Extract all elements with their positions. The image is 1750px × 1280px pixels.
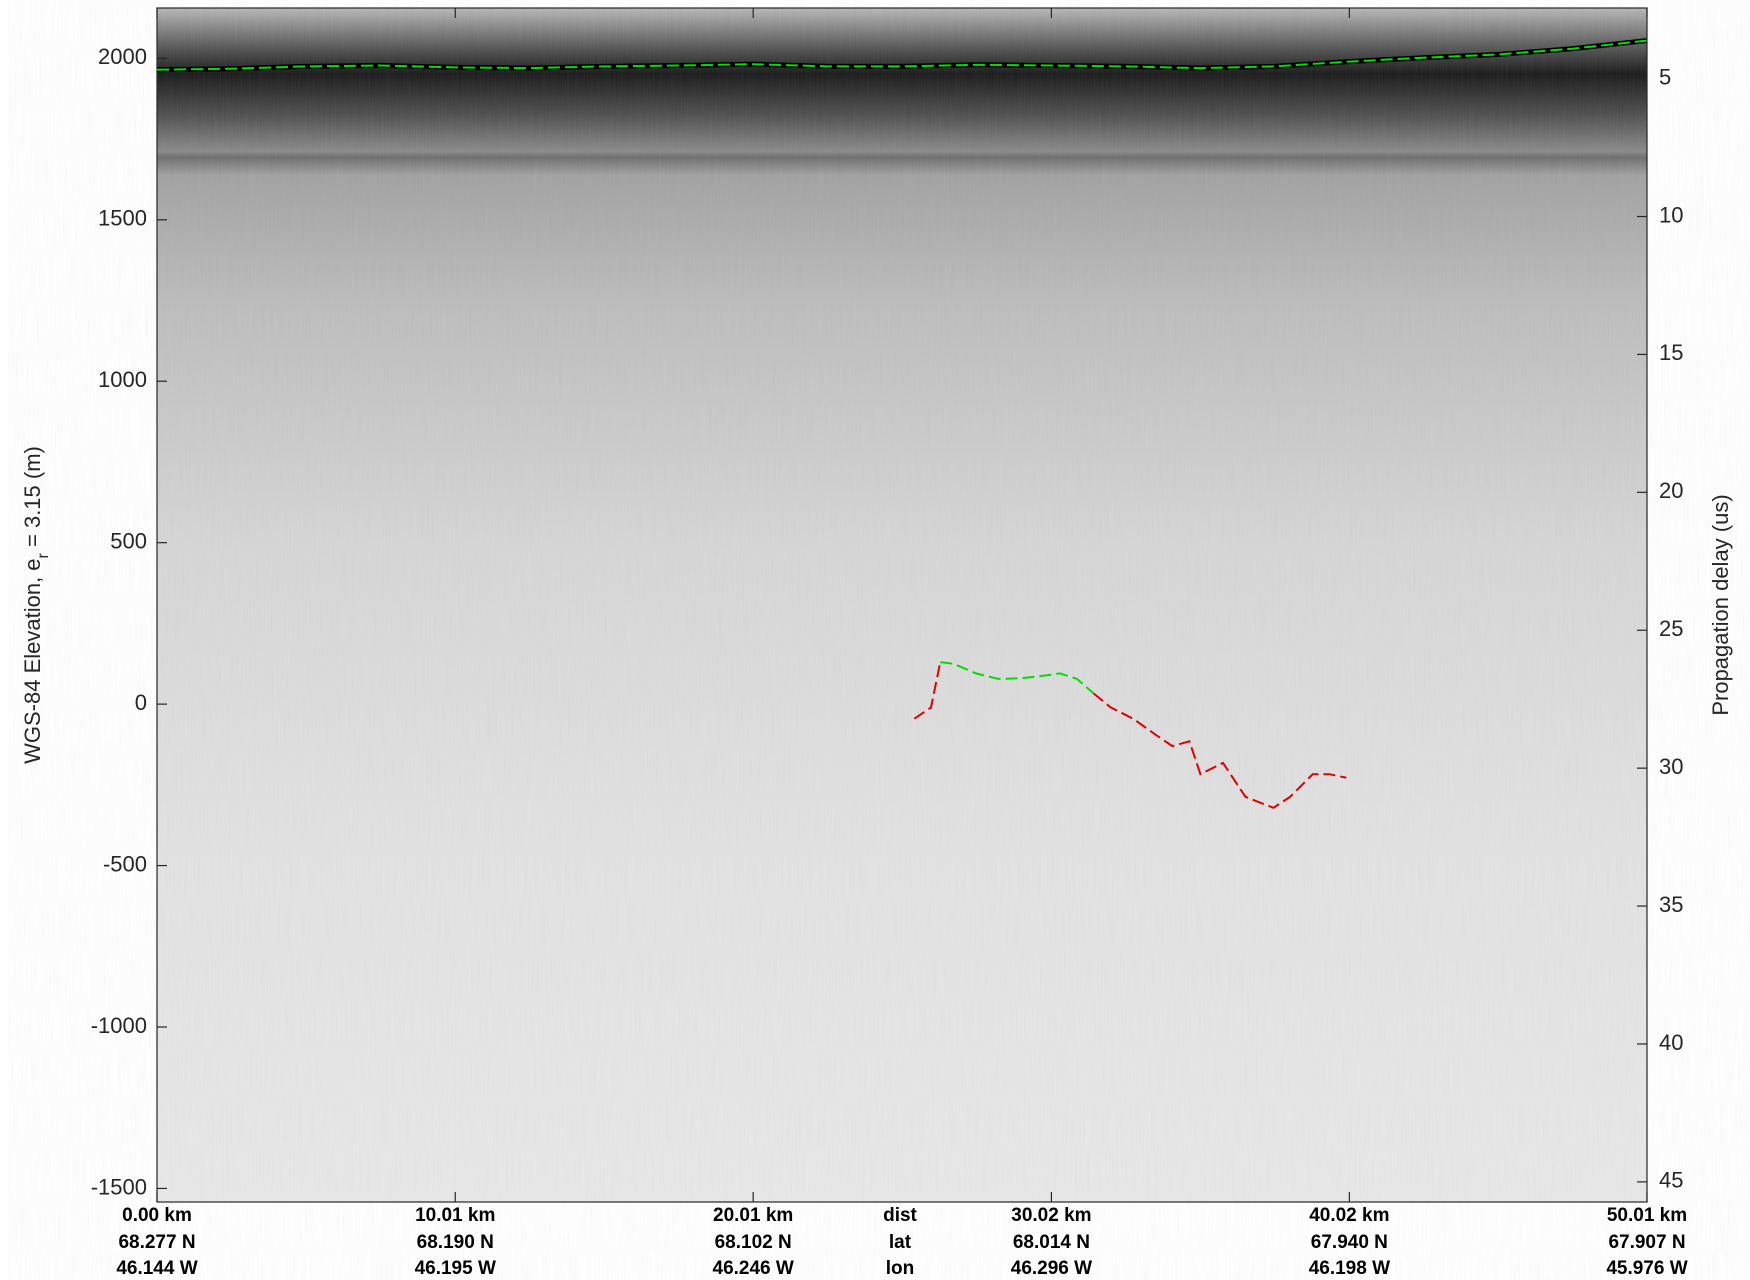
lon-label: 46.246 W	[713, 1258, 794, 1279]
line	[940, 661, 1095, 695]
lon-label: 46.144 W	[116, 1258, 197, 1279]
lon-label: 46.195 W	[415, 1258, 496, 1279]
y-tick-label: 1000	[98, 367, 147, 392]
y-tick-label: 2000	[98, 44, 147, 69]
y2-tick-label: 40	[1659, 1030, 1683, 1055]
y-tick-label: 0	[135, 690, 147, 715]
line	[1093, 692, 1347, 809]
lat-label: 67.940 N	[1311, 1232, 1388, 1253]
row-label: lon	[886, 1258, 915, 1279]
y-label-main: WGS-84 Elevation, e	[20, 558, 45, 763]
y2-tick-label: 35	[1659, 892, 1683, 917]
lon-label: 46.198 W	[1309, 1258, 1390, 1279]
y-label-subscript: r	[35, 552, 52, 558]
y2-tick-label: 20	[1659, 478, 1683, 503]
y2-tick-label: 15	[1659, 340, 1683, 365]
y2-axis-label: Propagation delay (us)	[1708, 494, 1733, 715]
x-tick-label: 0.00 km	[122, 1205, 192, 1226]
y2-tick-label: 30	[1659, 754, 1683, 779]
plot-frame	[156, 7, 1648, 1203]
y-tick-label: 1500	[98, 206, 147, 231]
lon-label: 46.296 W	[1011, 1258, 1092, 1279]
lat-label: 68.014 N	[1013, 1232, 1090, 1253]
y2-tick-label: 45	[1659, 1168, 1683, 1193]
y2-tick-label: 10	[1659, 202, 1683, 227]
x-tick-label: 50.01 km	[1607, 1205, 1687, 1226]
lon-label: 45.976 W	[1606, 1258, 1687, 1279]
marks	[156, 38, 1647, 809]
y-tick-label: -500	[103, 851, 147, 876]
y-tick-label: -1000	[91, 1013, 147, 1038]
line	[913, 661, 942, 720]
row-label: lat	[889, 1232, 912, 1253]
x-tick-label: 20.01 km	[713, 1205, 793, 1226]
line	[156, 39, 1647, 71]
lat-label: 68.102 N	[715, 1232, 792, 1253]
lat-label: 68.277 N	[118, 1232, 195, 1253]
y-tick-label: -1500	[91, 1174, 147, 1199]
x-tick-label: 10.01 km	[415, 1205, 495, 1226]
x-tick-label: 40.02 km	[1309, 1205, 1389, 1226]
y-label-rest: = 3.15 (m)	[20, 446, 45, 553]
y-tick-label: 500	[110, 528, 147, 553]
lat-label: 68.190 N	[417, 1232, 494, 1253]
row-label: dist	[883, 1205, 917, 1226]
x-tick-label: 30.02 km	[1011, 1205, 1091, 1226]
y2-tick-label: 5	[1659, 64, 1671, 89]
lat-label: 67.907 N	[1608, 1232, 1685, 1253]
y-axis-label: WGS-84 Elevation, er = 3.15 (m)	[20, 446, 52, 764]
echogram-texture	[157, 8, 1647, 1202]
y2-tick-label: 25	[1659, 616, 1683, 641]
